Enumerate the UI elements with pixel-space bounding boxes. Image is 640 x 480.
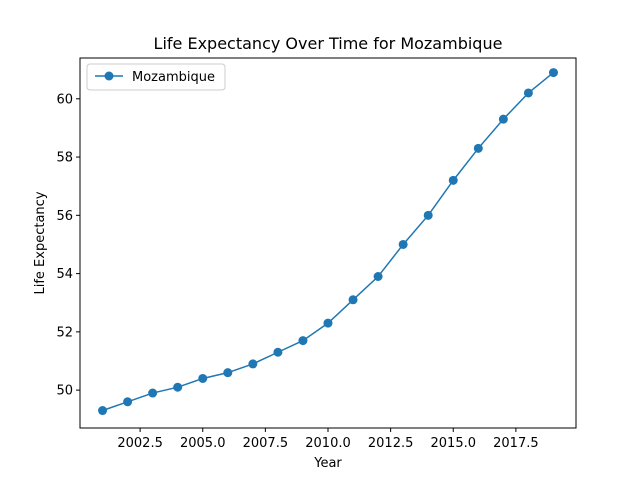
data-point (273, 347, 283, 357)
legend-marker-swatch (104, 71, 114, 81)
data-point (523, 88, 533, 98)
data-point (98, 406, 108, 416)
x-tick-label: 2007.5 (243, 436, 289, 451)
x-tick-label: 2015.0 (431, 436, 477, 451)
y-tick-label: 60 (56, 92, 73, 107)
data-point (398, 239, 408, 249)
data-point (123, 397, 133, 407)
x-tick-label: 2012.5 (368, 436, 414, 451)
data-point (473, 143, 483, 153)
data-point (448, 175, 458, 185)
plot-area (98, 68, 558, 416)
x-tick-label: 2002.5 (117, 436, 163, 451)
legend-label-mozambique: Mozambique (132, 70, 215, 85)
data-point (223, 368, 233, 378)
x-tick-label: 2010.0 (305, 436, 351, 451)
data-point (148, 388, 158, 398)
x-axis-label: Year (313, 456, 342, 471)
y-axis: 50 52 54 56 58 60 (56, 92, 80, 399)
data-point (498, 114, 508, 124)
legend-box (86, 63, 226, 91)
y-tick-label: 50 (56, 384, 73, 399)
x-tick-label: 2017.5 (493, 436, 539, 451)
chart-title: Life Expectancy Over Time for Mozambique (154, 34, 503, 53)
data-point (323, 318, 333, 328)
y-axis-label: Life Expectancy (33, 191, 48, 294)
data-point (548, 68, 558, 78)
data-point (248, 359, 258, 369)
y-tick-label: 52 (56, 325, 73, 340)
x-tick-label: 2005.0 (180, 436, 226, 451)
legend: Mozambique (86, 63, 226, 91)
y-tick-label: 56 (56, 209, 73, 224)
data-point (198, 373, 208, 383)
data-point (173, 382, 183, 392)
y-tick-label: 54 (56, 267, 73, 282)
data-point (348, 295, 358, 305)
data-point (423, 210, 433, 220)
data-point (373, 272, 383, 282)
y-tick-label: 58 (56, 151, 73, 166)
data-point (298, 336, 308, 346)
x-axis: 2002.5 2005.0 2007.5 2010.0 2012.5 2015.0 2017… (117, 428, 539, 451)
